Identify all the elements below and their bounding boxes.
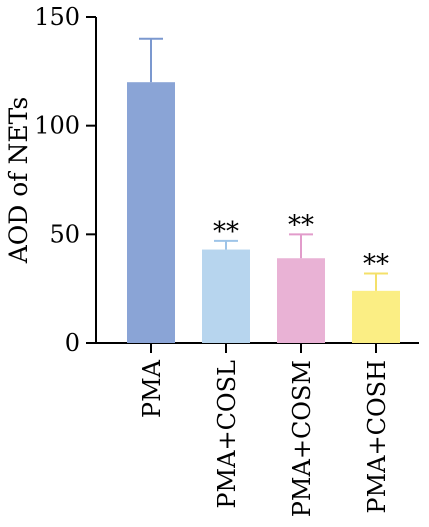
y-tick-label-2: 100 [34,112,80,140]
significance-annotations: ** ** ** [213,210,389,279]
significance-mark-pma-cosh: ** [363,249,389,279]
bars [127,82,400,343]
x-axis-labels: PMA PMA+COSL PMA+COSM PMA+COSH [138,343,391,517]
y-axis-ticks: 0 50 100 150 [34,3,96,357]
bar-pma-cosh [352,290,400,343]
x-label-pma: PMA [138,359,166,418]
y-tick-label-0: 0 [65,329,80,357]
x-label-pma-cosm: PMA+COSM [288,360,316,517]
x-label-pma-cosh: PMA+COSH [363,360,391,514]
significance-mark-pma-cosl: ** [213,217,239,247]
bar-pma-cosm [277,258,325,343]
y-axis-label: AOD of NETs [4,97,33,265]
bar-pma-cosl [202,249,250,343]
error-bars [139,37,388,291]
x-label-pma-cosl: PMA+COSL [213,360,241,509]
bar-pma [127,82,175,343]
significance-mark-pma-cosm: ** [288,210,314,240]
y-tick-label-1: 50 [49,220,80,248]
y-tick-label-3: 150 [34,3,80,31]
